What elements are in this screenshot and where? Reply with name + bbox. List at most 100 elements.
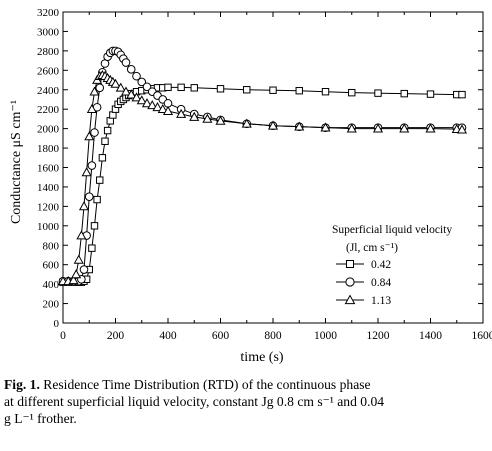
data-series [57, 46, 468, 286]
x-tick-label: 1600 [472, 330, 492, 342]
series-triangle [57, 69, 468, 286]
data-point [132, 71, 141, 81]
data-point [126, 89, 137, 99]
data-point [152, 102, 163, 112]
data-point [73, 254, 84, 264]
data-point [269, 86, 277, 94]
series-square [59, 83, 466, 286]
x-tick-label: 1200 [367, 330, 390, 342]
data-point [121, 58, 131, 67]
data-point [84, 131, 95, 141]
series-line [63, 50, 462, 282]
data-point [90, 128, 99, 137]
series-circle [58, 46, 467, 286]
axes: 0 200 400 600 800 1000 1200 1400 1600 0 200 400 600 8… [37, 7, 492, 342]
data-point [320, 122, 331, 132]
series-line [63, 74, 463, 282]
data-point [84, 192, 94, 201]
legend-marker-triangle [344, 294, 356, 305]
data-point [176, 108, 187, 118]
data-point [131, 92, 142, 102]
y-tick-label: 800 [43, 240, 60, 252]
y-tick-label: 3200 [37, 7, 60, 19]
data-point [425, 123, 436, 133]
data-point [426, 90, 435, 98]
data-point [93, 195, 101, 204]
data-point [126, 65, 136, 74]
rtd-chart: 0 200 400 600 800 1000 1200 1400 1600 0 200 400 600 8… [9, 7, 492, 365]
caption-line3: g L⁻¹ frother. [4, 411, 77, 426]
y-tick-label: 1000 [37, 221, 60, 233]
data-point [95, 83, 105, 93]
data-point [103, 126, 112, 135]
x-tick-label: 1400 [419, 330, 442, 342]
y-tick-label: 3000 [37, 26, 60, 38]
data-point [90, 222, 99, 230]
data-point [157, 103, 168, 114]
x-tick-label: 1000 [314, 330, 337, 342]
data-point [162, 105, 174, 115]
data-point [346, 123, 357, 133]
x-tick-label: 800 [264, 330, 282, 342]
data-point [400, 89, 408, 98]
data-point [81, 167, 92, 177]
data-point [79, 265, 89, 274]
legend-marker-square [346, 260, 354, 268]
series-line [63, 86, 462, 283]
x-tick-label: 600 [212, 330, 230, 342]
y-tick-label: 2200 [37, 104, 60, 116]
y-tick-label: 1200 [37, 201, 60, 213]
legend-label: 0.42 [371, 259, 391, 271]
legend-title-line1: Superficial liquid velocity [332, 224, 452, 236]
data-point [372, 123, 384, 133]
data-point [87, 161, 97, 170]
data-point [267, 120, 279, 130]
y-tick-label: 600 [43, 260, 60, 272]
x-tick-label: 200 [107, 330, 125, 342]
x-tick-label: 400 [159, 330, 177, 342]
data-point [76, 230, 87, 240]
data-point [98, 154, 107, 162]
legend-label: 1.13 [371, 295, 391, 307]
data-point [120, 86, 132, 96]
data-point [321, 87, 330, 96]
data-point [141, 98, 153, 108]
data-point [190, 84, 198, 92]
y-tick-label: 400 [43, 279, 60, 291]
y-tick-label: 0 [54, 318, 60, 330]
x-tick-label: 0 [60, 330, 66, 342]
y-tick-label: 2000 [37, 124, 60, 136]
caption-line1: Residence Time Distribution (RTD) of the… [39, 377, 371, 392]
data-point [89, 86, 100, 96]
data-point [86, 103, 97, 114]
data-point [458, 90, 466, 99]
data-point [399, 123, 410, 133]
data-point [177, 83, 185, 92]
x-axis-label: time (s) [240, 350, 283, 365]
caption-label: Fig. 1. [4, 377, 40, 392]
legend-label: 0.84 [371, 277, 391, 289]
data-point [295, 87, 303, 95]
y-tick-label: 1800 [37, 143, 60, 155]
data-point [71, 269, 82, 279]
y-tick-label: 2800 [37, 46, 60, 58]
data-point [243, 86, 251, 94]
data-point [241, 118, 252, 128]
caption-line2: at different superficial liquid velocity… [4, 394, 385, 409]
data-point [348, 88, 356, 97]
data-point [147, 100, 158, 110]
data-point [216, 85, 225, 93]
data-point [137, 77, 147, 87]
data-point [96, 176, 104, 184]
data-point [110, 78, 121, 88]
data-point [189, 111, 200, 121]
data-point [78, 201, 90, 211]
data-point [115, 82, 126, 92]
legend-title-line2: (Jl, cm s⁻¹) [346, 242, 398, 254]
y-tick-label: 1600 [37, 163, 60, 175]
data-point [215, 115, 226, 125]
data-point [456, 124, 468, 134]
data-point [374, 89, 382, 97]
y-tick-label: 2400 [37, 85, 60, 97]
data-point [164, 83, 172, 92]
